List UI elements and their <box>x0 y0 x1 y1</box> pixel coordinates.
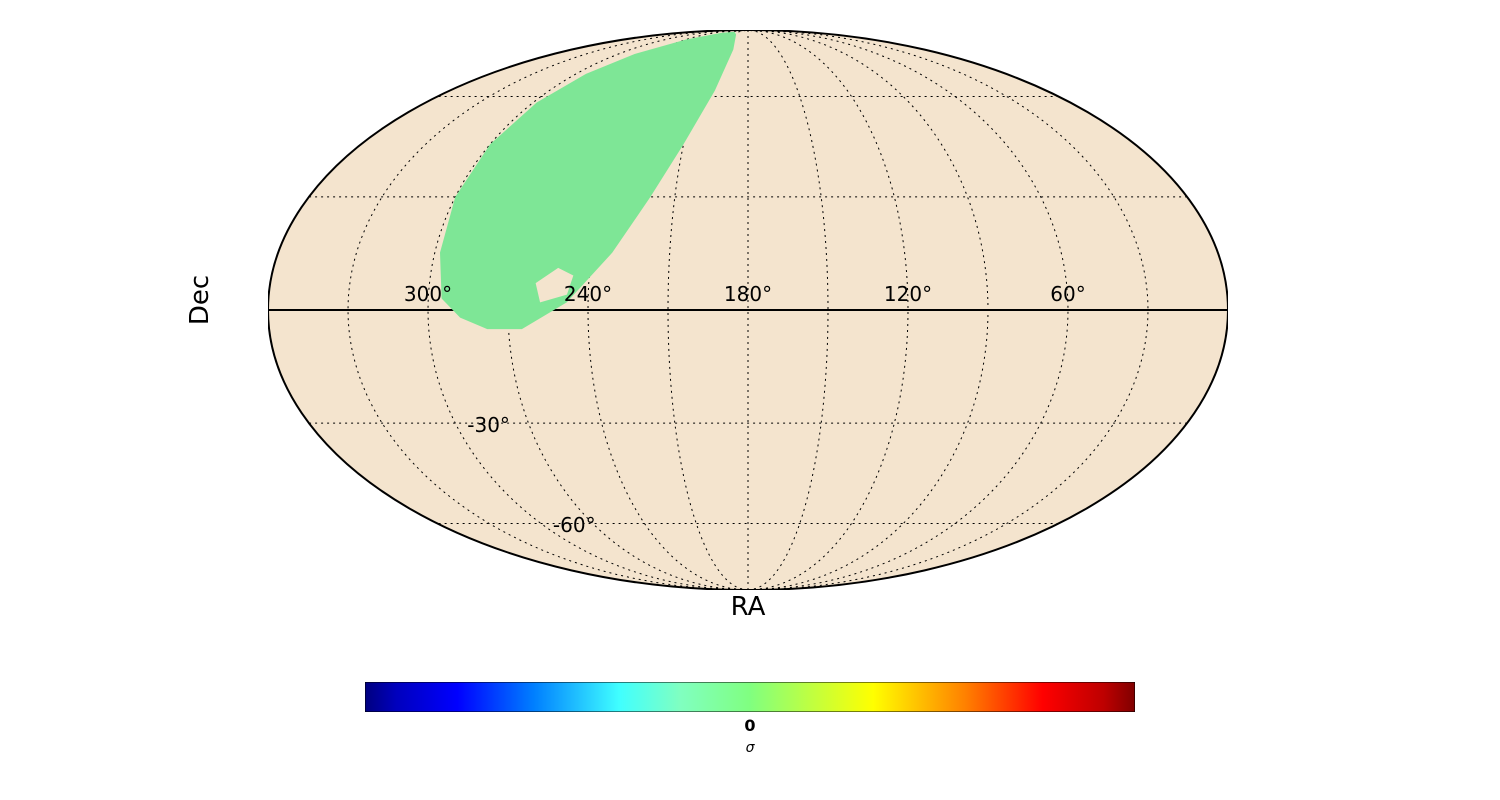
ra-tick: 300° <box>404 282 452 306</box>
colorbar-label: σ <box>746 740 755 756</box>
colorbar-tick: 0 <box>744 716 755 735</box>
y-axis-label: Dec <box>185 275 215 325</box>
colorbar <box>365 682 1135 712</box>
x-axis-label: RA <box>731 592 766 622</box>
ra-tick: 240° <box>564 282 612 306</box>
dec-tick: -30° <box>467 413 510 437</box>
sky-map <box>268 30 1228 590</box>
figure-root: Dec RA 300° 240° 180° 120° 60° -60° -30° 0 σ <box>0 0 1500 800</box>
colorbar-rect <box>365 682 1135 712</box>
ra-tick: 60° <box>1050 282 1085 306</box>
sky-map-svg <box>268 30 1228 590</box>
ra-tick: 120° <box>884 282 932 306</box>
colorbar-svg <box>365 682 1135 712</box>
dec-tick: -60° <box>553 513 596 537</box>
ra-tick: 180° <box>724 282 772 306</box>
